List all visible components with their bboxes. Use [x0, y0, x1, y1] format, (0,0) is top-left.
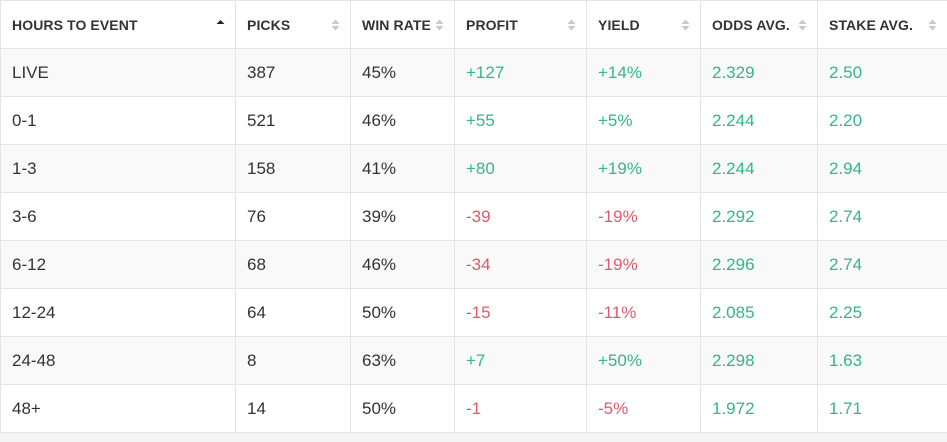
cell-hours-to-event: 1-3	[0, 144, 236, 193]
cell-win-rate: 50%	[350, 384, 455, 433]
column-header-label: WIN RATE	[362, 16, 431, 33]
cell-profit: -15	[454, 288, 587, 337]
sort-unsorted-icon	[798, 18, 807, 32]
cell-stake-avg: 2.74	[817, 192, 947, 241]
table-header-row: HOURS TO EVENT PICKS WIN RATE PROFIT YIELD OD…	[0, 0, 947, 49]
cell-yield: -19%	[586, 240, 701, 289]
sort-unsorted-icon	[567, 18, 576, 32]
cell-win-rate: 63%	[350, 336, 455, 385]
cell-hours-to-event: 0-1	[0, 96, 236, 145]
column-header-win-rate[interactable]: WIN RATE	[350, 0, 455, 49]
cell-stake-avg: 1.63	[817, 336, 947, 385]
column-header-label: YIELD	[598, 16, 640, 33]
cell-odds-avg: 1.972	[700, 384, 818, 433]
cell-profit: +80	[454, 144, 587, 193]
sort-unsorted-icon	[331, 18, 340, 32]
cell-win-rate: 41%	[350, 144, 455, 193]
cell-yield: +14%	[586, 48, 701, 97]
cell-profit: +7	[454, 336, 587, 385]
hours-to-event-stats-table: HOURS TO EVENT PICKS WIN RATE PROFIT YIELD OD…	[0, 0, 947, 433]
cell-picks: 8	[235, 336, 351, 385]
cell-win-rate: 39%	[350, 192, 455, 241]
column-header-label: ODDS AVG.	[712, 16, 790, 33]
cell-stake-avg: 2.50	[817, 48, 947, 97]
column-header-label: HOURS TO EVENT	[12, 16, 138, 33]
column-header-yield[interactable]: YIELD	[586, 0, 701, 49]
cell-hours-to-event: 48+	[0, 384, 236, 433]
column-header-odds-avg[interactable]: ODDS AVG.	[700, 0, 818, 49]
cell-odds-avg: 2.296	[700, 240, 818, 289]
cell-stake-avg: 2.74	[817, 240, 947, 289]
cell-picks: 76	[235, 192, 351, 241]
cell-yield: +5%	[586, 96, 701, 145]
table-row: 3-6 76 39% -39 -19% 2.292 2.74	[0, 192, 947, 241]
cell-yield: -5%	[586, 384, 701, 433]
column-header-label: PROFIT	[466, 16, 518, 33]
cell-profit: +55	[454, 96, 587, 145]
cell-profit: -39	[454, 192, 587, 241]
cell-odds-avg: 2.329	[700, 48, 818, 97]
cell-picks: 64	[235, 288, 351, 337]
table-row: 24-48 8 63% +7 +50% 2.298 1.63	[0, 336, 947, 385]
table-row: 6-12 68 46% -34 -19% 2.296 2.74	[0, 240, 947, 289]
cell-win-rate: 46%	[350, 96, 455, 145]
stats-table-container: HOURS TO EVENT PICKS WIN RATE PROFIT YIELD OD…	[0, 0, 947, 433]
column-header-label: STAKE AVG.	[829, 16, 913, 33]
sort-unsorted-icon	[681, 18, 690, 32]
cell-hours-to-event: 12-24	[0, 288, 236, 337]
cell-picks: 158	[235, 144, 351, 193]
cell-win-rate: 46%	[350, 240, 455, 289]
cell-win-rate: 45%	[350, 48, 455, 97]
cell-stake-avg: 2.20	[817, 96, 947, 145]
cell-profit: -1	[454, 384, 587, 433]
cell-odds-avg: 2.085	[700, 288, 818, 337]
table-row: 12-24 64 50% -15 -11% 2.085 2.25	[0, 288, 947, 337]
cell-picks: 68	[235, 240, 351, 289]
cell-picks: 387	[235, 48, 351, 97]
column-header-stake-avg[interactable]: STAKE AVG.	[817, 0, 947, 49]
cell-stake-avg: 1.71	[817, 384, 947, 433]
column-header-hours-to-event[interactable]: HOURS TO EVENT	[0, 0, 236, 49]
column-header-label: PICKS	[247, 16, 291, 33]
sort-unsorted-icon	[928, 18, 937, 32]
cell-yield: -19%	[586, 192, 701, 241]
cell-yield: +19%	[586, 144, 701, 193]
sort-unsorted-icon	[435, 18, 444, 32]
cell-odds-avg: 2.292	[700, 192, 818, 241]
cell-odds-avg: 2.298	[700, 336, 818, 385]
table-body: LIVE 387 45% +127 +14% 2.329 2.50 0-1 521 46% +55 +…	[0, 48, 947, 433]
cell-hours-to-event: 24-48	[0, 336, 236, 385]
sort-ascending-icon	[216, 19, 225, 33]
table-row: 0-1 521 46% +55 +5% 2.244 2.20	[0, 96, 947, 145]
column-header-profit[interactable]: PROFIT	[454, 0, 587, 49]
cell-win-rate: 50%	[350, 288, 455, 337]
cell-yield: +50%	[586, 336, 701, 385]
cell-hours-to-event: 3-6	[0, 192, 236, 241]
cell-stake-avg: 2.94	[817, 144, 947, 193]
table-row: LIVE 387 45% +127 +14% 2.329 2.50	[0, 48, 947, 97]
cell-picks: 521	[235, 96, 351, 145]
cell-profit: +127	[454, 48, 587, 97]
cell-hours-to-event: 6-12	[0, 240, 236, 289]
cell-profit: -34	[454, 240, 587, 289]
table-row: 48+ 14 50% -1 -5% 1.972 1.71	[0, 384, 947, 433]
cell-odds-avg: 2.244	[700, 144, 818, 193]
cell-odds-avg: 2.244	[700, 96, 818, 145]
cell-yield: -11%	[586, 288, 701, 337]
table-row: 1-3 158 41% +80 +19% 2.244 2.94	[0, 144, 947, 193]
column-header-picks[interactable]: PICKS	[235, 0, 351, 49]
cell-hours-to-event: LIVE	[0, 48, 236, 97]
cell-picks: 14	[235, 384, 351, 433]
cell-stake-avg: 2.25	[817, 288, 947, 337]
